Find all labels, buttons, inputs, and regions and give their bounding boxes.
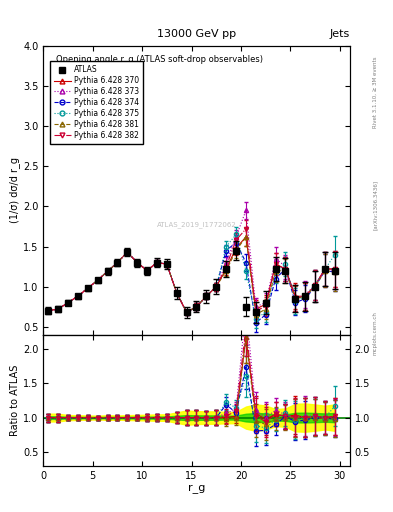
- Legend: ATLAS, Pythia 6.428 370, Pythia 6.428 373, Pythia 6.428 374, Pythia 6.428 375, P: ATLAS, Pythia 6.428 370, Pythia 6.428 37…: [50, 61, 143, 143]
- Text: Opening angle r_g (ATLAS soft-drop observables): Opening angle r_g (ATLAS soft-drop obser…: [56, 55, 263, 63]
- Text: ATLAS_2019_I1772062: ATLAS_2019_I1772062: [157, 222, 236, 228]
- Y-axis label: Ratio to ATLAS: Ratio to ATLAS: [10, 365, 20, 436]
- Y-axis label: (1/σ) dσ/d r_g: (1/σ) dσ/d r_g: [9, 157, 20, 223]
- Text: Jets: Jets: [329, 29, 350, 39]
- Text: mcplots.cern.ch: mcplots.cern.ch: [373, 311, 378, 355]
- Text: 13000 GeV pp: 13000 GeV pp: [157, 29, 236, 39]
- Text: [arXiv:1306.3436]: [arXiv:1306.3436]: [373, 180, 378, 230]
- X-axis label: r_g: r_g: [188, 483, 205, 494]
- Text: Rivet 3.1.10, ≥ 3M events: Rivet 3.1.10, ≥ 3M events: [373, 56, 378, 128]
